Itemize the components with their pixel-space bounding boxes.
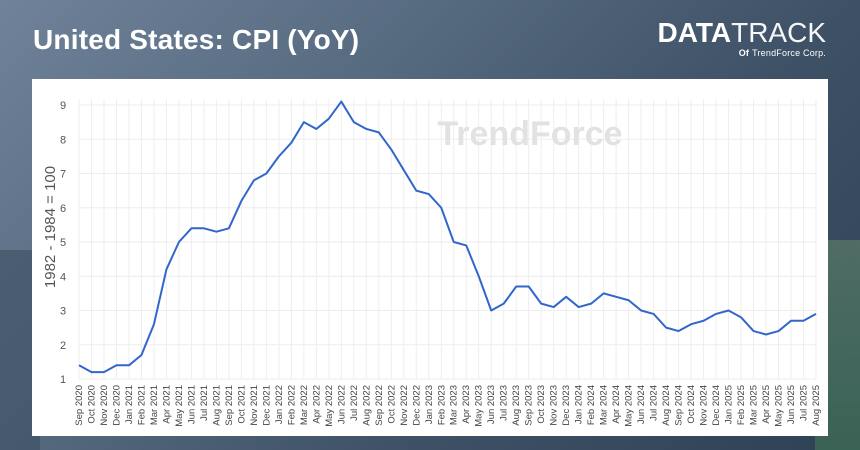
x-tick-label: Oct 2020 [86, 385, 97, 424]
brand-wordmark-thin: TRACK [731, 17, 826, 48]
watermark-text: TrendForce [437, 115, 622, 153]
x-tick-label: Feb 2023 [436, 385, 447, 425]
x-tick-label: Dec 2021 [261, 385, 272, 426]
x-axis-ticks: Sep 2020 Oct 2020 Nov 2020 Dec 2020 Jan 2021… [74, 385, 822, 427]
x-tick-label: Oct 2023 [536, 385, 547, 424]
x-tick-label: Mar 2025 [749, 385, 760, 425]
x-tick-label: Sep 2024 [674, 385, 685, 426]
x-tick-label: Aug 2024 [661, 385, 672, 426]
x-tick-label: Nov 2020 [99, 385, 110, 426]
y-tick-label: 3 [60, 306, 66, 318]
brand-sub-company: TrendForce Corp. [752, 48, 826, 58]
x-tick-label: Aug 2022 [361, 385, 372, 426]
y-tick-label: 8 [60, 134, 66, 146]
x-tick-label: Sep 2023 [524, 385, 535, 426]
x-tick-label: Dec 2023 [561, 385, 572, 426]
x-tick-label: Jul 2024 [649, 385, 660, 421]
y-tick-label: 9 [60, 100, 66, 112]
x-tick-label: Mar 2022 [299, 385, 310, 425]
x-tick-label: Nov 2023 [549, 385, 560, 426]
cpi-series-line [78, 100, 817, 374]
x-tick-label: Mar 2021 [149, 385, 160, 425]
y-axis-label: 1982 - 1984 = 100 [42, 166, 59, 288]
brand-wordmark-bold: DATA [657, 17, 732, 48]
x-tick-label: Jun 2024 [636, 385, 647, 424]
x-tick-label: May 2024 [624, 385, 635, 427]
x-tick-label: Jan 2023 [424, 385, 435, 424]
brand-logo: DATATRACK Of TrendForce Corp. [657, 18, 826, 59]
brand-wordmark: DATATRACK [657, 18, 826, 48]
chart-grid [78, 99, 817, 380]
brand-subline: Of TrendForce Corp. [657, 48, 826, 58]
x-tick-label: Jan 2024 [574, 385, 585, 424]
brand-sub-of: Of [738, 48, 750, 58]
x-tick-label: Apr 2024 [611, 385, 622, 424]
page-title: United States: CPI (YoY) [33, 24, 360, 55]
x-tick-label: Jan 2021 [124, 385, 135, 424]
y-tick-label: 2 [60, 340, 66, 352]
x-tick-label: Jan 2025 [724, 385, 735, 424]
y-axis-label-group: 1982 - 1984 = 100 [42, 166, 59, 288]
y-tick-label: 6 [60, 203, 66, 215]
x-tick-label: Nov 2022 [399, 385, 410, 426]
x-tick-label: Dec 2024 [711, 385, 722, 426]
x-tick-label: May 2025 [774, 385, 785, 427]
x-tick-label: Jun 2025 [786, 385, 797, 424]
x-tick-label: Jul 2022 [349, 385, 360, 421]
x-tick-label: May 2022 [324, 385, 335, 427]
x-tick-label: Feb 2022 [286, 385, 297, 425]
x-tick-label: Mar 2024 [599, 385, 610, 425]
y-tick-label: 7 [60, 169, 66, 181]
x-tick-label: Jun 2023 [486, 385, 497, 424]
y-tick-label: 1 [60, 374, 66, 386]
x-tick-label: Feb 2021 [136, 385, 147, 425]
x-tick-label: Apr 2021 [161, 385, 172, 424]
x-tick-label: May 2023 [474, 385, 485, 427]
x-tick-label: Nov 2021 [249, 385, 260, 426]
x-tick-label: Jun 2022 [336, 385, 347, 424]
x-tick-label: Apr 2022 [311, 385, 322, 424]
x-tick-label: Oct 2021 [236, 385, 247, 424]
x-tick-label: Jun 2021 [186, 385, 197, 424]
x-tick-label: Dec 2020 [111, 385, 122, 426]
x-tick-label: Oct 2024 [686, 385, 697, 424]
x-tick-label: Aug 2023 [511, 385, 522, 426]
y-axis-ticks: 1 2 3 4 5 6 7 8 9 [60, 100, 66, 386]
x-tick-label: Jul 2023 [499, 385, 510, 421]
y-tick-label: 4 [60, 271, 66, 283]
x-tick-label: Jan 2022 [274, 385, 285, 424]
x-tick-label: Dec 2022 [411, 385, 422, 426]
x-tick-label: Jul 2025 [799, 385, 810, 421]
x-tick-label: Apr 2023 [461, 385, 472, 424]
x-tick-label: Oct 2022 [386, 385, 397, 424]
x-tick-label: Nov 2024 [699, 385, 710, 426]
x-tick-label: Sep 2021 [224, 385, 235, 426]
x-tick-label: Mar 2023 [449, 385, 460, 425]
x-tick-label: Aug 2021 [211, 385, 222, 426]
y-tick-label: 5 [60, 237, 66, 249]
x-tick-label: Sep 2022 [374, 385, 385, 426]
x-tick-label: Sep 2020 [74, 385, 85, 426]
x-tick-label: Apr 2025 [761, 385, 772, 424]
x-tick-label: Aug 2025 [811, 385, 822, 426]
x-tick-label: May 2021 [174, 385, 185, 427]
x-tick-label: Feb 2025 [736, 385, 747, 425]
x-tick-label: Feb 2024 [586, 385, 597, 425]
x-tick-label: Jul 2021 [199, 385, 210, 421]
